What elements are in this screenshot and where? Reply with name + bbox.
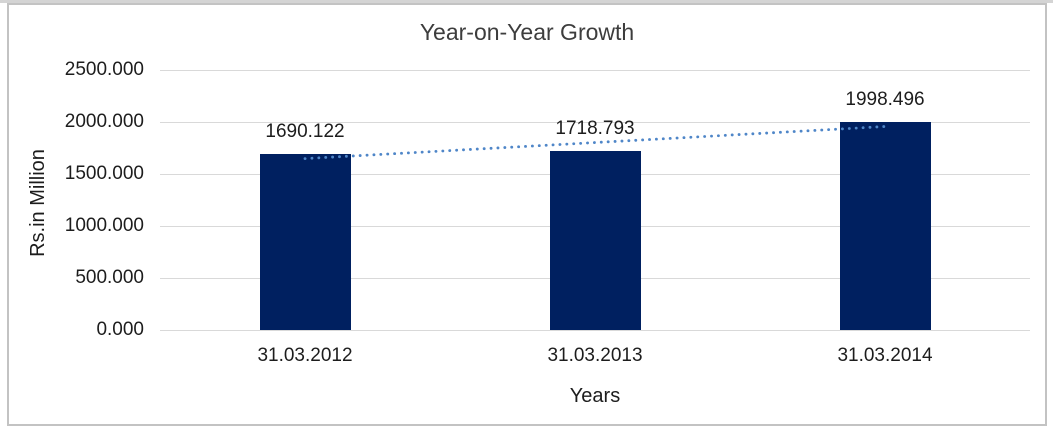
x-tick-label: 31.03.2014 bbox=[837, 345, 933, 366]
x-axis-title: Years bbox=[569, 385, 621, 407]
bar bbox=[549, 151, 641, 330]
top-border-strip bbox=[0, 0, 1053, 3]
y-tick-label: 2500.000 bbox=[64, 59, 144, 80]
y-tick-label: 1500.000 bbox=[64, 163, 144, 184]
gridline bbox=[160, 122, 1030, 123]
chart-title: Year-on-Year Growth bbox=[419, 19, 635, 45]
x-tick-label: 31.03.2012 bbox=[257, 345, 353, 366]
gridline bbox=[160, 330, 1030, 331]
y-tick-label: 2000.000 bbox=[64, 111, 144, 132]
bar bbox=[839, 122, 931, 330]
data-label: 1718.793 bbox=[555, 118, 635, 140]
y-tick-label: 1000.000 bbox=[64, 215, 144, 236]
data-label: 1690.122 bbox=[265, 121, 345, 143]
y-tick-label: 500.000 bbox=[75, 267, 144, 288]
y-tick-label: 0.000 bbox=[96, 319, 144, 340]
gridline bbox=[160, 70, 1030, 71]
bar bbox=[259, 154, 351, 330]
x-tick-label: 31.03.2013 bbox=[547, 345, 643, 366]
data-label: 1998.496 bbox=[845, 89, 925, 111]
